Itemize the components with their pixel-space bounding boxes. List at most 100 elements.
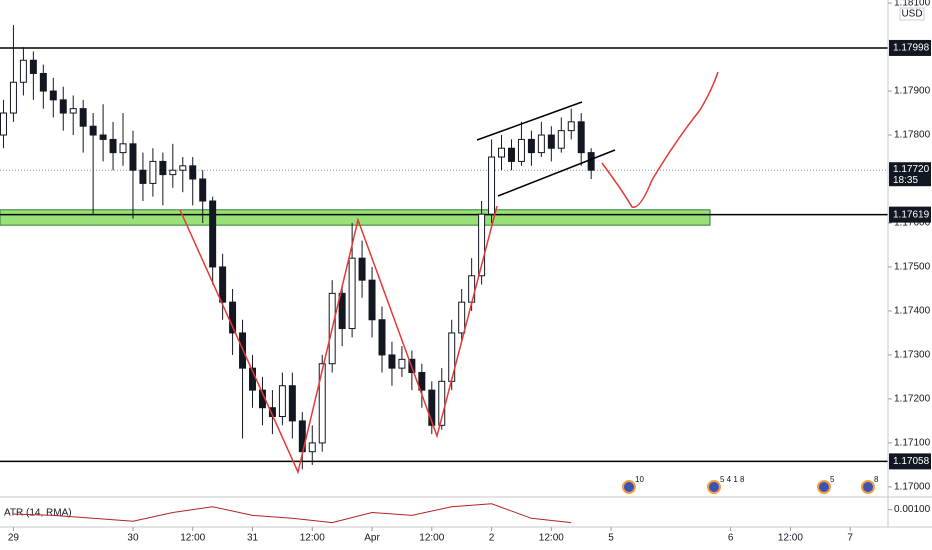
x-tick-label: 7 <box>847 533 853 544</box>
candle-body <box>179 165 187 171</box>
level-label: 1.17619 <box>893 209 930 220</box>
x-tick-label: 12:00 <box>539 533 564 544</box>
candle-body <box>169 169 177 176</box>
channel-line <box>476 101 583 141</box>
candle-body <box>338 292 346 330</box>
indicator-name: ATR (14, RMA) <box>4 508 72 519</box>
candle-body <box>149 160 157 184</box>
candle-body <box>89 125 97 136</box>
candle-body <box>557 130 565 149</box>
candle-body <box>498 147 506 158</box>
y-tick-label: 1.17000 <box>894 482 931 493</box>
channel-line <box>497 149 616 197</box>
x-tick-label: 5 <box>608 533 614 544</box>
candle-body <box>388 354 396 369</box>
price-tag <box>889 162 931 187</box>
y-tick-label: 1.17800 <box>894 130 931 141</box>
candle-body <box>189 165 197 180</box>
candle-body <box>398 358 406 369</box>
candle-body <box>109 138 117 154</box>
candle-body <box>478 213 486 277</box>
level-label: 1.17998 <box>893 43 930 54</box>
countdown-label: 18:35 <box>893 175 918 186</box>
candle-body <box>209 200 217 268</box>
event-icon <box>622 480 636 494</box>
candle-body <box>199 178 207 202</box>
candle-body <box>567 121 575 132</box>
candle-body <box>547 134 555 149</box>
level-tag <box>889 39 931 56</box>
event-label: 5 4 1 8 <box>720 475 745 484</box>
candle-body <box>577 121 585 154</box>
candle-body <box>79 108 87 127</box>
candle-body <box>288 385 296 422</box>
event-icon <box>861 480 875 494</box>
x-tick-label: 31 <box>247 533 259 544</box>
level-label: 1.17058 <box>893 456 930 467</box>
candle-body <box>488 156 496 215</box>
candle-body <box>418 372 426 391</box>
candle-body <box>219 266 227 303</box>
candle-body <box>587 152 595 171</box>
x-tick-label: 12:00 <box>180 533 205 544</box>
y-tick-label: 1.17200 <box>894 394 931 405</box>
level-tag <box>889 453 931 470</box>
candle-body <box>458 301 466 334</box>
currency-box <box>899 7 925 21</box>
candle-body <box>278 385 286 418</box>
x-tick-label: 30 <box>127 533 139 544</box>
candle-body <box>29 59 37 74</box>
candle-body <box>527 138 535 154</box>
x-tick-label: 12:00 <box>419 533 444 544</box>
candle-body <box>308 442 316 453</box>
candle-body <box>0 112 7 136</box>
y-tick-label: 1.18100 <box>894 0 931 9</box>
y-tick-label: 1.17300 <box>894 350 931 361</box>
candle-body <box>59 99 67 114</box>
y-tick-label: 1.17500 <box>894 262 931 273</box>
candle-body <box>517 138 525 162</box>
y-tick-label: 1.17900 <box>894 86 931 97</box>
candle-body <box>99 134 107 140</box>
y-tick-label: 1.17600 <box>894 218 931 229</box>
candle-body <box>129 143 137 171</box>
support-zone <box>0 209 711 226</box>
plot-layer <box>0 25 888 470</box>
indicator-tick-label: 0.00100 <box>894 504 931 515</box>
y-tick-label: 1.17100 <box>894 438 931 449</box>
y-tick-label: 1.17400 <box>894 306 931 317</box>
candle-body <box>318 363 326 444</box>
candle-body <box>19 59 27 83</box>
candle-body <box>119 143 127 154</box>
indicator-line <box>13 503 572 524</box>
candle-body <box>428 389 436 426</box>
pattern-drawing <box>179 205 498 475</box>
candle-body <box>39 72 47 92</box>
x-tick-label: 12:00 <box>778 533 803 544</box>
current-price-label: 1.17720 <box>893 164 930 175</box>
candle-body <box>49 90 57 101</box>
candle-body <box>378 319 386 356</box>
event-icon <box>817 480 831 494</box>
candle-body <box>9 81 17 114</box>
event-label: 5 <box>830 475 835 484</box>
candle-body <box>358 257 366 281</box>
candle-body <box>368 279 376 321</box>
forecast-drawing <box>601 71 719 208</box>
candle-body <box>229 301 237 334</box>
x-tick-label: Apr <box>364 533 380 544</box>
candle-body <box>537 134 545 154</box>
candle-body <box>139 169 147 184</box>
candle-body <box>159 160 167 176</box>
candle-body <box>69 108 77 114</box>
candle-body <box>438 380 446 426</box>
x-tick-label: 29 <box>8 533 20 544</box>
level-tag <box>889 206 931 223</box>
candle-body <box>468 275 476 303</box>
x-tick-label: 2 <box>489 533 495 544</box>
x-tick-label: 12:00 <box>300 533 325 544</box>
x-tick-label: 6 <box>728 533 734 544</box>
candle-body <box>348 257 356 330</box>
